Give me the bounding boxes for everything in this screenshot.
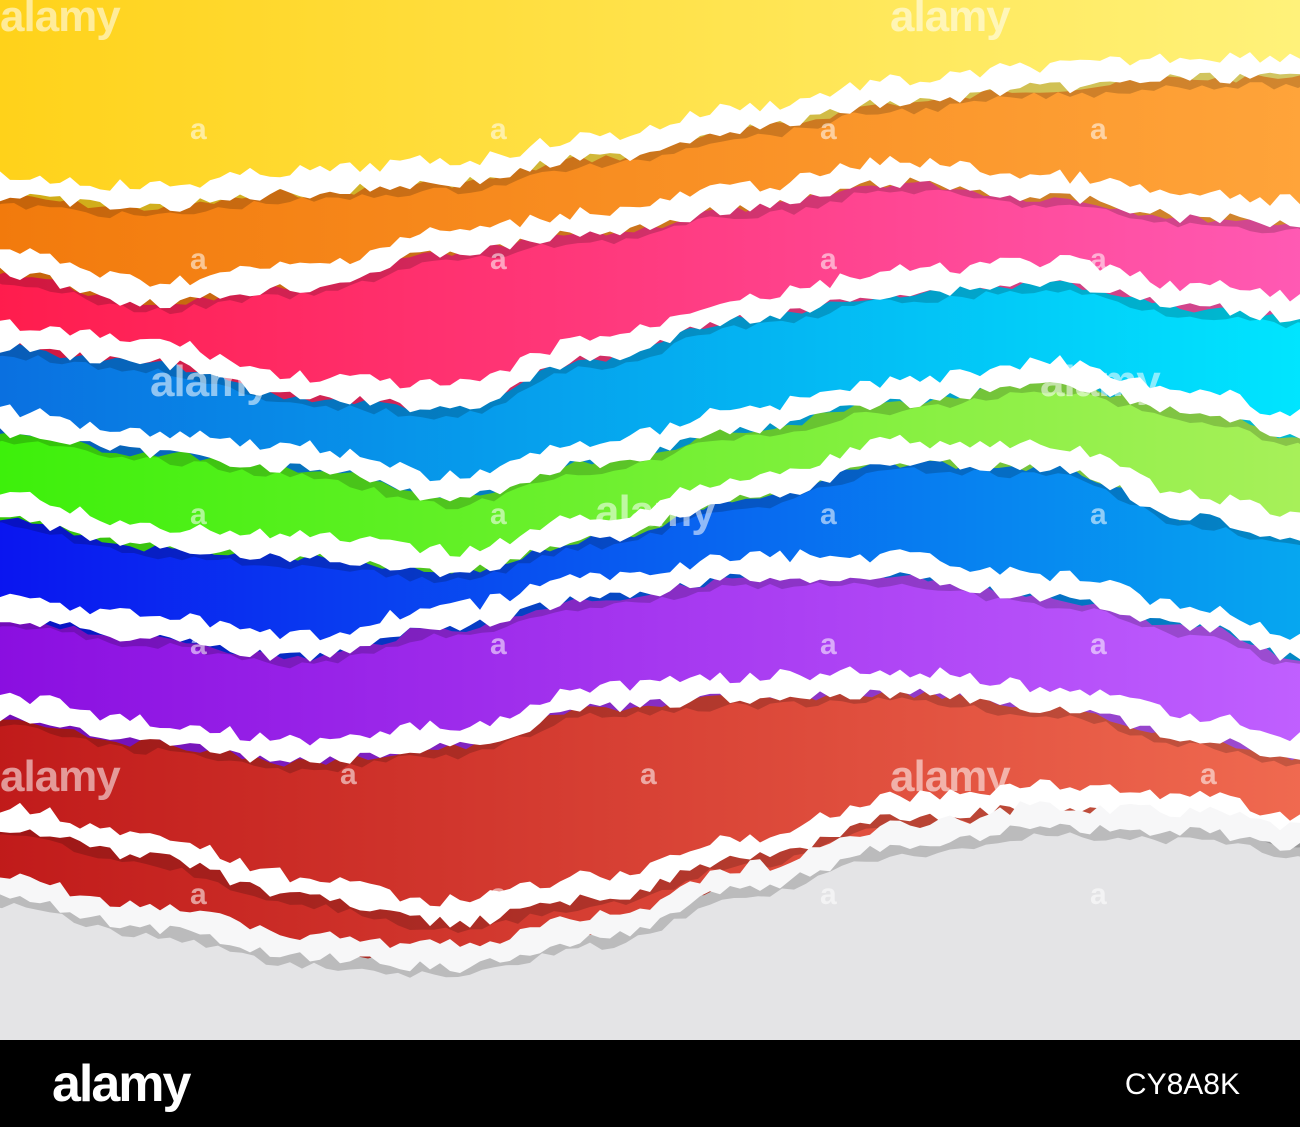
footer-logo: alamy (52, 1055, 191, 1113)
torn-white-edge (0, 155, 1300, 309)
torn-paper-rainbow-illustration (0, 0, 1300, 1040)
torn-white-edge (0, 549, 1300, 662)
torn-paper-strips (0, 0, 1300, 1040)
torn-white-edge (0, 52, 1300, 212)
footer-bar: alamy CY8A8K (0, 1040, 1300, 1127)
tear-shadow (0, 805, 1300, 978)
image-code: CY8A8K (1124, 1068, 1240, 1101)
torn-white-edge (0, 434, 1300, 578)
torn-white-edge (0, 666, 1300, 764)
torn-white-edge (0, 255, 1300, 413)
torn-white-edge (0, 355, 1300, 502)
torn-white-edge (0, 779, 1300, 928)
torn-white-edge (0, 801, 1300, 973)
